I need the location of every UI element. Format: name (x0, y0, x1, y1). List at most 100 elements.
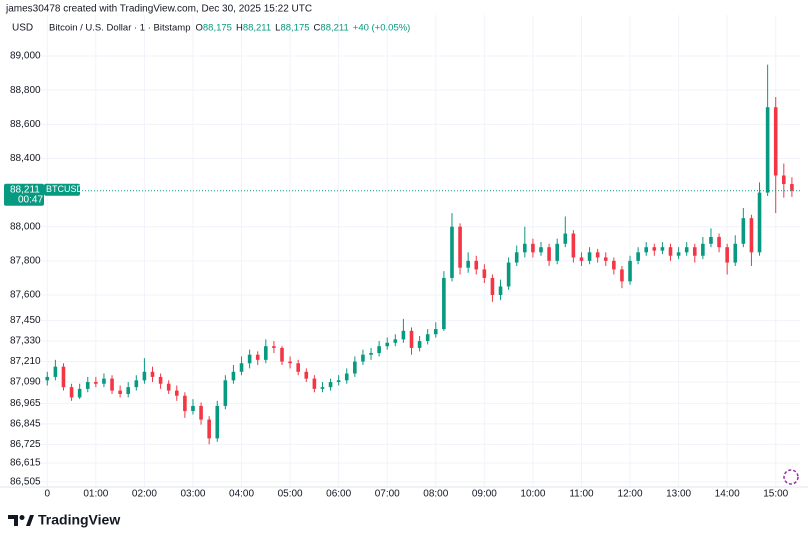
candle-body (417, 341, 422, 348)
y-tick-label: 89,000 (10, 51, 41, 62)
candle-body (450, 226, 454, 278)
candle-body (247, 354, 252, 364)
candle-body (393, 339, 398, 343)
candle-body (433, 329, 438, 335)
ohlc-value: 88,211 (243, 23, 271, 34)
candle-body (328, 382, 333, 388)
ohlc-key: C (314, 23, 321, 34)
candle-body (717, 236, 721, 248)
y-tick-label: 86,725 (10, 439, 41, 450)
candle-body (272, 346, 276, 348)
candle-body (320, 387, 325, 389)
candle-body (555, 243, 559, 261)
candle-body (53, 366, 58, 377)
candle-body (344, 373, 349, 381)
candle-body (401, 330, 406, 340)
candle-body (652, 247, 657, 251)
candle-body (409, 330, 414, 348)
candle-body (223, 380, 228, 406)
candle-body (150, 371, 155, 377)
change: +40 (+0.05%) (353, 23, 411, 34)
candle-body (490, 277, 495, 295)
candle-body (183, 395, 187, 412)
candle-body (280, 347, 284, 362)
price-tag-timer: 00:47 (18, 194, 43, 205)
x-tick-label: 04:00 (229, 489, 254, 500)
y-tick-label: 88,000 (10, 221, 41, 232)
ohlc-key: H (236, 23, 243, 34)
x-tick-label: 01:00 (83, 489, 108, 500)
candle-body (142, 371, 147, 381)
candle-body (514, 252, 519, 263)
candle-body (782, 175, 786, 185)
candle-body (296, 363, 300, 372)
candle-body (684, 247, 689, 253)
candle-body (579, 257, 584, 261)
candles (40, 64, 800, 445)
candle-body (709, 236, 713, 244)
y-tick-label: 87,330 (10, 336, 41, 347)
labels: james30478 created with TradingView.com,… (4, 4, 799, 528)
candle-body (207, 419, 211, 439)
candle-body (531, 243, 535, 253)
candle-body (255, 354, 260, 360)
candle-body (77, 388, 82, 398)
candle-body (587, 252, 592, 261)
candle-body (757, 192, 762, 253)
ticker-tag-text: BTCUSD (46, 184, 84, 194)
y-tick-label: 87,450 (10, 315, 41, 326)
candle-body (628, 260, 632, 282)
candle-body (668, 247, 673, 256)
candle-body (466, 260, 470, 268)
x-tick-label: 11:00 (569, 489, 594, 500)
ticker-tag (44, 183, 80, 196)
brand-logo: TradingView (8, 512, 120, 528)
x-tick-label: 14:00 (715, 489, 740, 500)
candle-body (118, 390, 122, 394)
candle-body (692, 247, 697, 256)
candle-body (353, 361, 357, 374)
candle-body (741, 218, 746, 244)
ohlc-value: 88,175 (203, 23, 232, 34)
y-tick-label: 87,800 (10, 255, 41, 266)
candle-body (134, 380, 139, 388)
x-tick-label: 0 (45, 489, 51, 500)
candle-body (563, 233, 568, 244)
y-tick-label: 86,965 (10, 398, 41, 409)
candle-body (749, 218, 754, 253)
candle-body (474, 260, 479, 270)
ohlc-value: 88,175 (280, 23, 309, 34)
candle-body (636, 252, 640, 261)
ohlc-key: O (195, 23, 202, 34)
candle-body (312, 378, 317, 389)
x-tick-label: 10:00 (520, 489, 545, 500)
candle-body (571, 233, 576, 258)
candle-body (94, 382, 98, 384)
candle-body (288, 361, 292, 364)
candle-body (498, 286, 503, 295)
price-tag-value: 88,211 (10, 184, 40, 195)
candle-body (701, 243, 705, 256)
candle-body (264, 346, 268, 360)
y-tick-label: 87,210 (10, 356, 41, 367)
candle-body (790, 184, 794, 191)
candle-body (377, 346, 381, 354)
x-tick-label: 02:00 (132, 489, 157, 500)
candle-body (676, 252, 681, 256)
candle-body (215, 405, 220, 439)
candle-body (620, 269, 624, 282)
candle-body (506, 262, 511, 287)
price-tag (4, 183, 44, 206)
candle-body (369, 353, 373, 355)
currency: USD (12, 23, 33, 34)
x-tick-label: 12:00 (618, 489, 643, 500)
candle-body (158, 376, 163, 384)
y-tick-label: 88,400 (10, 153, 41, 164)
candle-body (61, 366, 66, 388)
candle-body (69, 387, 74, 398)
candle-body (547, 247, 551, 261)
candle-body (85, 382, 90, 389)
grid (0, 15, 808, 488)
candle-body (304, 371, 309, 379)
